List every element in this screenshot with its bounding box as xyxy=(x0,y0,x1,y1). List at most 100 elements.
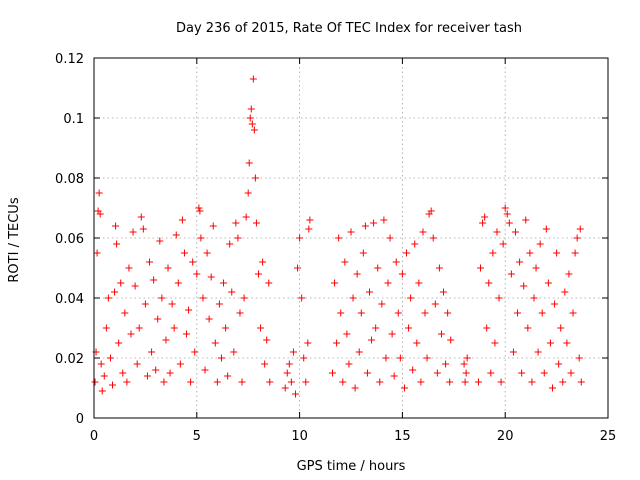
data-point xyxy=(305,225,313,233)
data-point xyxy=(524,324,532,332)
data-point xyxy=(374,264,382,272)
data-point xyxy=(343,330,351,338)
data-point xyxy=(131,282,139,290)
data-point xyxy=(125,264,133,272)
data-point xyxy=(201,366,209,374)
data-point xyxy=(263,336,271,344)
y-tick-label: 0.12 xyxy=(55,52,84,67)
data-point xyxy=(538,309,546,317)
x-tick-label: 10 xyxy=(291,429,308,444)
x-axis-label: GPS time / hours xyxy=(297,459,406,474)
data-point xyxy=(551,300,559,308)
data-point xyxy=(444,309,452,317)
data-point xyxy=(372,324,380,332)
data-point xyxy=(139,225,147,233)
data-point xyxy=(388,330,396,338)
data-point xyxy=(222,324,230,332)
data-point xyxy=(109,381,117,389)
data-point xyxy=(462,369,470,377)
data-point xyxy=(555,360,563,368)
y-tick-labels: 0 0.02 0.04 0.06 0.08 0.1 0.12 xyxy=(55,52,84,427)
y-axis-label: ROTI / TECUs xyxy=(7,197,22,282)
data-point xyxy=(481,213,489,221)
data-point xyxy=(129,228,137,236)
data-point xyxy=(123,378,131,386)
data-point xyxy=(135,324,143,332)
data-point xyxy=(380,216,388,224)
data-point xyxy=(176,360,184,368)
data-point xyxy=(479,219,487,227)
data-point xyxy=(213,378,221,386)
y-tick-label: 0.06 xyxy=(55,232,84,247)
data-point xyxy=(491,339,499,347)
data-point xyxy=(349,294,357,302)
data-point xyxy=(146,258,154,266)
data-point xyxy=(370,219,378,227)
data-point xyxy=(333,339,341,347)
data-point xyxy=(115,339,123,347)
data-point xyxy=(174,279,182,287)
data-point xyxy=(143,372,151,380)
data-point xyxy=(91,378,99,386)
data-point xyxy=(497,378,505,386)
data-point xyxy=(196,207,204,215)
data-point xyxy=(575,354,583,362)
data-point xyxy=(156,237,164,245)
data-point xyxy=(474,378,482,386)
data-point xyxy=(195,204,203,212)
data-point xyxy=(440,288,448,296)
data-point xyxy=(207,273,215,281)
data-point xyxy=(357,309,365,317)
data-point xyxy=(376,378,384,386)
data-point xyxy=(361,222,369,230)
data-point xyxy=(205,315,213,323)
data-point xyxy=(411,240,419,248)
data-point xyxy=(514,309,522,317)
data-point xyxy=(250,126,258,134)
data-point xyxy=(117,279,125,287)
data-point xyxy=(518,369,526,377)
data-point xyxy=(133,360,141,368)
data-point xyxy=(254,270,262,278)
data-point xyxy=(178,216,186,224)
data-point xyxy=(571,249,579,257)
data-point xyxy=(100,372,108,380)
data-point xyxy=(121,309,129,317)
data-point xyxy=(183,330,191,338)
data-point xyxy=(553,249,561,257)
data-point xyxy=(246,114,254,122)
data-point xyxy=(341,258,349,266)
data-point xyxy=(164,264,172,272)
data-point xyxy=(158,294,166,302)
data-point xyxy=(378,300,386,308)
data-point xyxy=(252,219,260,227)
data-point xyxy=(511,228,519,236)
data-point xyxy=(294,264,302,272)
data-point xyxy=(431,300,439,308)
data-point xyxy=(483,324,491,332)
data-point xyxy=(300,354,308,362)
data-point xyxy=(160,378,168,386)
data-point xyxy=(261,360,269,368)
data-point xyxy=(226,240,234,248)
data-point xyxy=(417,378,425,386)
data-point xyxy=(435,264,443,272)
data-point xyxy=(217,354,225,362)
data-point xyxy=(359,249,367,257)
data-point xyxy=(463,354,471,362)
data-point xyxy=(266,378,274,386)
data-point xyxy=(215,300,223,308)
data-point xyxy=(102,324,110,332)
data-point xyxy=(244,189,252,197)
data-point xyxy=(522,216,530,224)
data-point xyxy=(236,309,244,317)
data-point xyxy=(328,369,336,377)
x-tick-label: 5 xyxy=(193,429,201,444)
data-point xyxy=(168,300,176,308)
data-point xyxy=(421,309,429,317)
data-point xyxy=(503,210,511,218)
data-point xyxy=(189,258,197,266)
data-point xyxy=(106,354,114,362)
y-tick-label: 0 xyxy=(76,412,84,427)
data-point xyxy=(119,369,127,377)
